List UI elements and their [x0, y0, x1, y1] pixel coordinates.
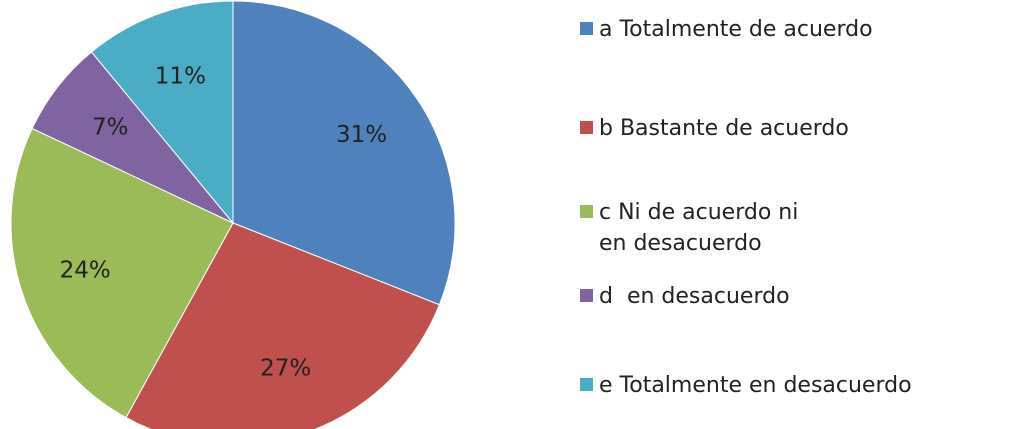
- legend-label: c Ni de acuerdo ni en desacuerdo: [599, 200, 806, 256]
- slice-data-label-a: 31%: [336, 122, 387, 148]
- legend-swatch: [580, 378, 593, 391]
- slice-data-label-b: 27%: [260, 356, 311, 382]
- pie-slice-c: [10, 127, 234, 419]
- pie-slice-e: [90, 0, 234, 225]
- legend-swatch: [580, 205, 593, 218]
- slice-data-label-c: 24%: [60, 258, 111, 284]
- legend-entry-a: a Totalmente de acuerdo: [580, 14, 999, 45]
- legend-entry-d: d en desacuerdo: [580, 281, 999, 312]
- legend-label: a Totalmente de acuerdo: [599, 17, 873, 42]
- pie-slice-a: [232, 0, 456, 306]
- pie-chart: 31% 27% 24% 7% 11%: [10, 0, 456, 429]
- slice-data-label-d: 7%: [92, 114, 129, 140]
- legend-swatch: [580, 121, 593, 134]
- legend-entry-e: e Totalmente en desacuerdo: [580, 370, 999, 401]
- pie-slice-b: [125, 222, 441, 429]
- legend-swatch: [580, 289, 593, 302]
- slice-data-label-e: 11%: [155, 63, 206, 89]
- legend: a Totalmente de acuerdo b Bastante de acu…: [580, 0, 1005, 429]
- legend-label: b Bastante de acuerdo: [599, 116, 849, 141]
- legend-swatch: [580, 22, 593, 35]
- legend-label: e Totalmente en desacuerdo: [599, 373, 912, 398]
- legend-label: d en desacuerdo: [599, 284, 790, 309]
- legend-entry-b: b Bastante de acuerdo: [580, 113, 999, 144]
- legend-entry-c: c Ni de acuerdo ni en desacuerdo: [580, 197, 829, 259]
